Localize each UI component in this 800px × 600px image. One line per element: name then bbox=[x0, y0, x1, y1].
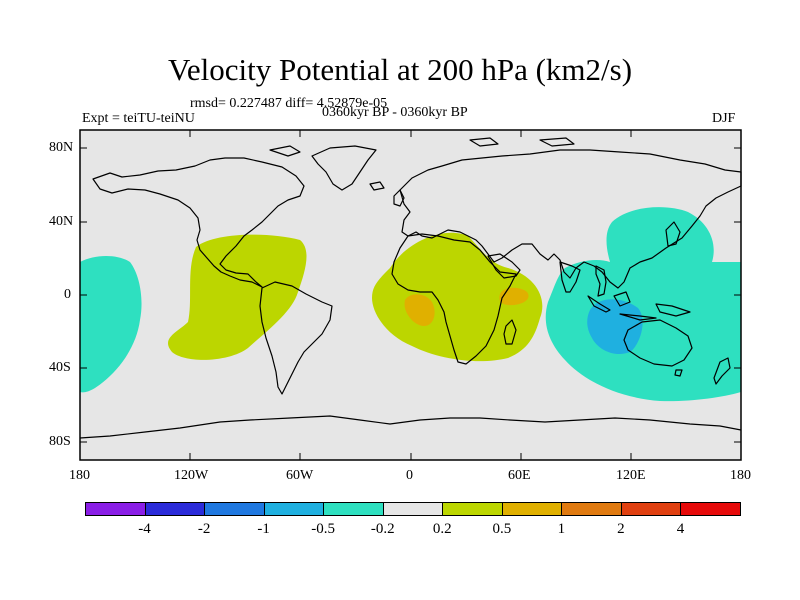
colorbar-label: -0.2 bbox=[370, 521, 395, 537]
colorbar-swatch bbox=[620, 502, 682, 516]
contour-negative-west-pacific bbox=[545, 207, 741, 402]
colorbar-label: -1 bbox=[257, 521, 270, 537]
lat-ticks bbox=[80, 147, 741, 443]
lon-label-180-east: 180 bbox=[730, 468, 751, 483]
colorbar-label: 1 bbox=[557, 521, 566, 537]
lat-label-40N: 40N bbox=[49, 214, 74, 229]
colorbar-swatch bbox=[85, 502, 146, 516]
colorbar-swatch bbox=[263, 502, 325, 516]
lon-label-60W: 60W bbox=[286, 468, 314, 483]
lat-label-80S: 80S bbox=[49, 434, 71, 449]
lon-ticks bbox=[189, 130, 632, 460]
lat-label-0: 0 bbox=[64, 287, 71, 302]
colorbar-swatch bbox=[561, 502, 622, 516]
lon-label-0: 0 bbox=[406, 468, 413, 483]
contour-positive-americas bbox=[168, 234, 307, 360]
colorbar-swatch bbox=[501, 502, 563, 516]
colorbar-swatch bbox=[442, 502, 503, 516]
colorbar-label: -2 bbox=[197, 521, 211, 537]
colorbar-label: 0.2 bbox=[432, 521, 452, 537]
colorbar-label: -0.5 bbox=[311, 521, 336, 537]
lat-label-80N: 80N bbox=[49, 140, 74, 155]
colorbar-label: -4 bbox=[138, 521, 151, 537]
colorbar-swatch bbox=[382, 502, 444, 516]
period-label: 0360kyr BP - 0360kyr BP bbox=[322, 105, 468, 120]
colorbar-swatch bbox=[323, 502, 384, 516]
lon-label-120W: 120W bbox=[174, 468, 209, 483]
contour-negative-core-indonesia bbox=[587, 299, 643, 355]
plot-title: Velocity Potential at 200 hPa (km2/s) bbox=[167, 52, 633, 87]
lon-label-60E: 60E bbox=[508, 468, 531, 483]
contour-positive-africa-core-west bbox=[404, 294, 435, 326]
experiment-label: Expt = teiTU-teiNU bbox=[82, 111, 195, 126]
lon-label-120E: 120E bbox=[616, 468, 646, 483]
contour-negative-east-pacific bbox=[80, 256, 142, 393]
coastlines bbox=[79, 137, 742, 439]
colorbar-label: 0.5 bbox=[492, 521, 512, 537]
season-label: DJF bbox=[712, 111, 736, 126]
colorbar-swatch bbox=[204, 502, 265, 516]
contour-positive-africa bbox=[372, 232, 543, 362]
colorbar-label: 2 bbox=[617, 521, 625, 537]
lon-label-180-west: 180 bbox=[69, 468, 90, 483]
lat-label-40S: 40S bbox=[49, 360, 71, 375]
stats-label: rmsd= 0.227487 diff= 4.52879e-05 bbox=[190, 96, 388, 111]
colorbar-swatch bbox=[680, 502, 741, 516]
colorbar-label: 4 bbox=[676, 521, 685, 537]
colorbar-swatch bbox=[144, 502, 206, 516]
